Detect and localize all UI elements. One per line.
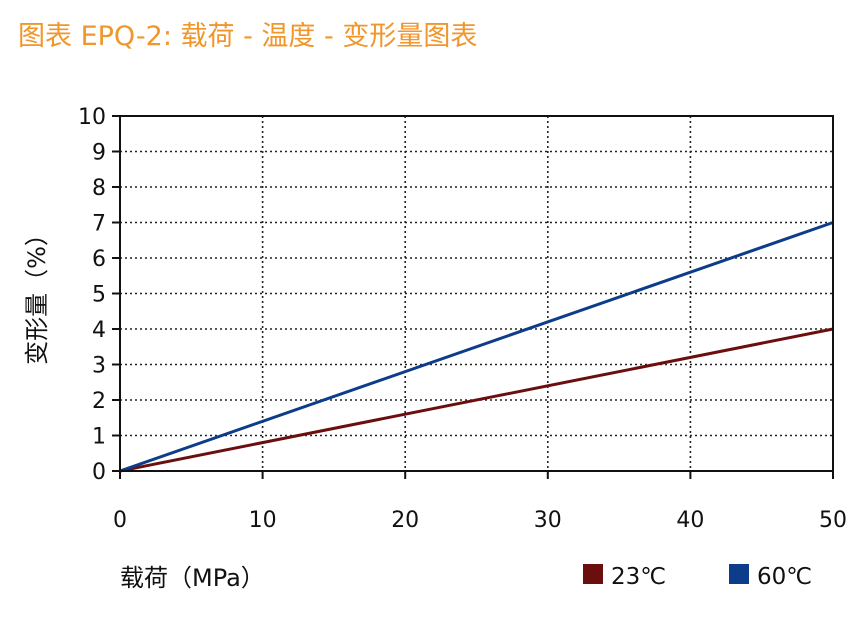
legend-label: 23℃ [611, 564, 666, 590]
x-tick-label: 30 [534, 508, 562, 533]
ticks: 0 1 2 3 4 5 6 7 8 9 10 0 10 20 30 40 50 [78, 105, 847, 533]
legend-swatch [729, 564, 749, 584]
y-tick-label: 0 [92, 460, 106, 485]
y-tick-label: 1 [92, 425, 106, 450]
x-tick-label: 40 [676, 508, 704, 533]
y-tick-label: 8 [92, 176, 106, 201]
y-tick-label: 7 [92, 212, 106, 237]
y-tick-label: 2 [92, 389, 106, 414]
y-tick-label: 4 [92, 318, 106, 343]
series-line [119, 221, 834, 473]
legend-swatch [583, 564, 603, 584]
series-line [119, 327, 834, 473]
series-layer [119, 221, 834, 473]
page-title: 图表 EPQ-2: 载荷 - 温度 - 变形量图表 [18, 21, 478, 52]
y-tick-label: 3 [92, 354, 106, 379]
y-axis-label: 变形量（%） [23, 222, 51, 365]
x-axis-label: 载荷（MPa） [120, 564, 265, 592]
legend: 23℃ 60℃ [583, 564, 812, 590]
y-tick-label: 6 [92, 247, 106, 272]
x-tick-label: 50 [819, 508, 847, 533]
y-tick-label: 5 [92, 283, 106, 308]
y-tick-label: 9 [92, 141, 106, 166]
grid [120, 116, 833, 471]
x-tick-label: 10 [249, 508, 277, 533]
legend-label: 60℃ [757, 564, 812, 590]
y-tick-label: 10 [78, 105, 106, 130]
x-tick-label: 20 [391, 508, 419, 533]
x-tick-label: 0 [113, 508, 127, 533]
